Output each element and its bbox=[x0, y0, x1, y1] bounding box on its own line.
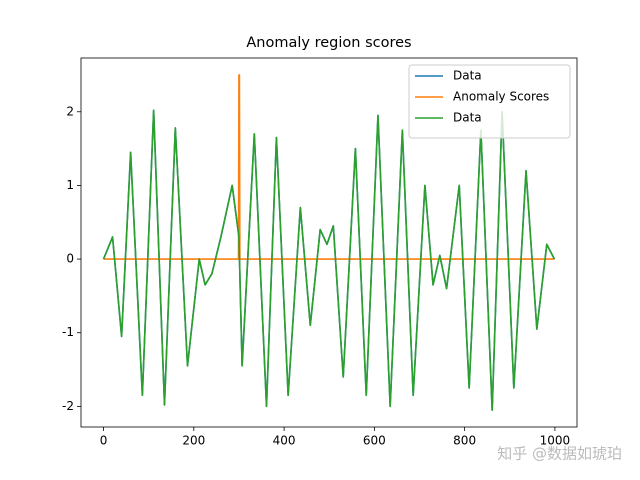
y-tick-label: 1 bbox=[66, 178, 74, 192]
x-tick-label: 800 bbox=[453, 434, 476, 448]
y-tick-label: 0 bbox=[66, 252, 74, 266]
legend-label: Data bbox=[453, 69, 482, 83]
legend: Data Anomaly Scores Data bbox=[408, 64, 571, 139]
legend-label: Anomaly Scores bbox=[453, 90, 549, 104]
line-series bbox=[102, 109, 556, 411]
watermark: 知乎 @数据如琥珀 bbox=[497, 445, 622, 463]
y-tick-label: 2 bbox=[66, 104, 74, 118]
legend-label: Data bbox=[453, 111, 482, 125]
chart-title: Anomaly region scores bbox=[246, 35, 411, 51]
x-tick-label: 200 bbox=[182, 434, 205, 448]
y-tick-label: -1 bbox=[62, 325, 74, 339]
x-tick-label: 400 bbox=[273, 434, 296, 448]
x-tick-label: 1000 bbox=[540, 434, 571, 448]
x-tick-label: 600 bbox=[363, 434, 386, 448]
x-tick-label: 0 bbox=[100, 434, 108, 448]
y-tick-label: -2 bbox=[62, 399, 74, 413]
plot-frame bbox=[80, 57, 578, 428]
legend-box bbox=[408, 64, 571, 139]
